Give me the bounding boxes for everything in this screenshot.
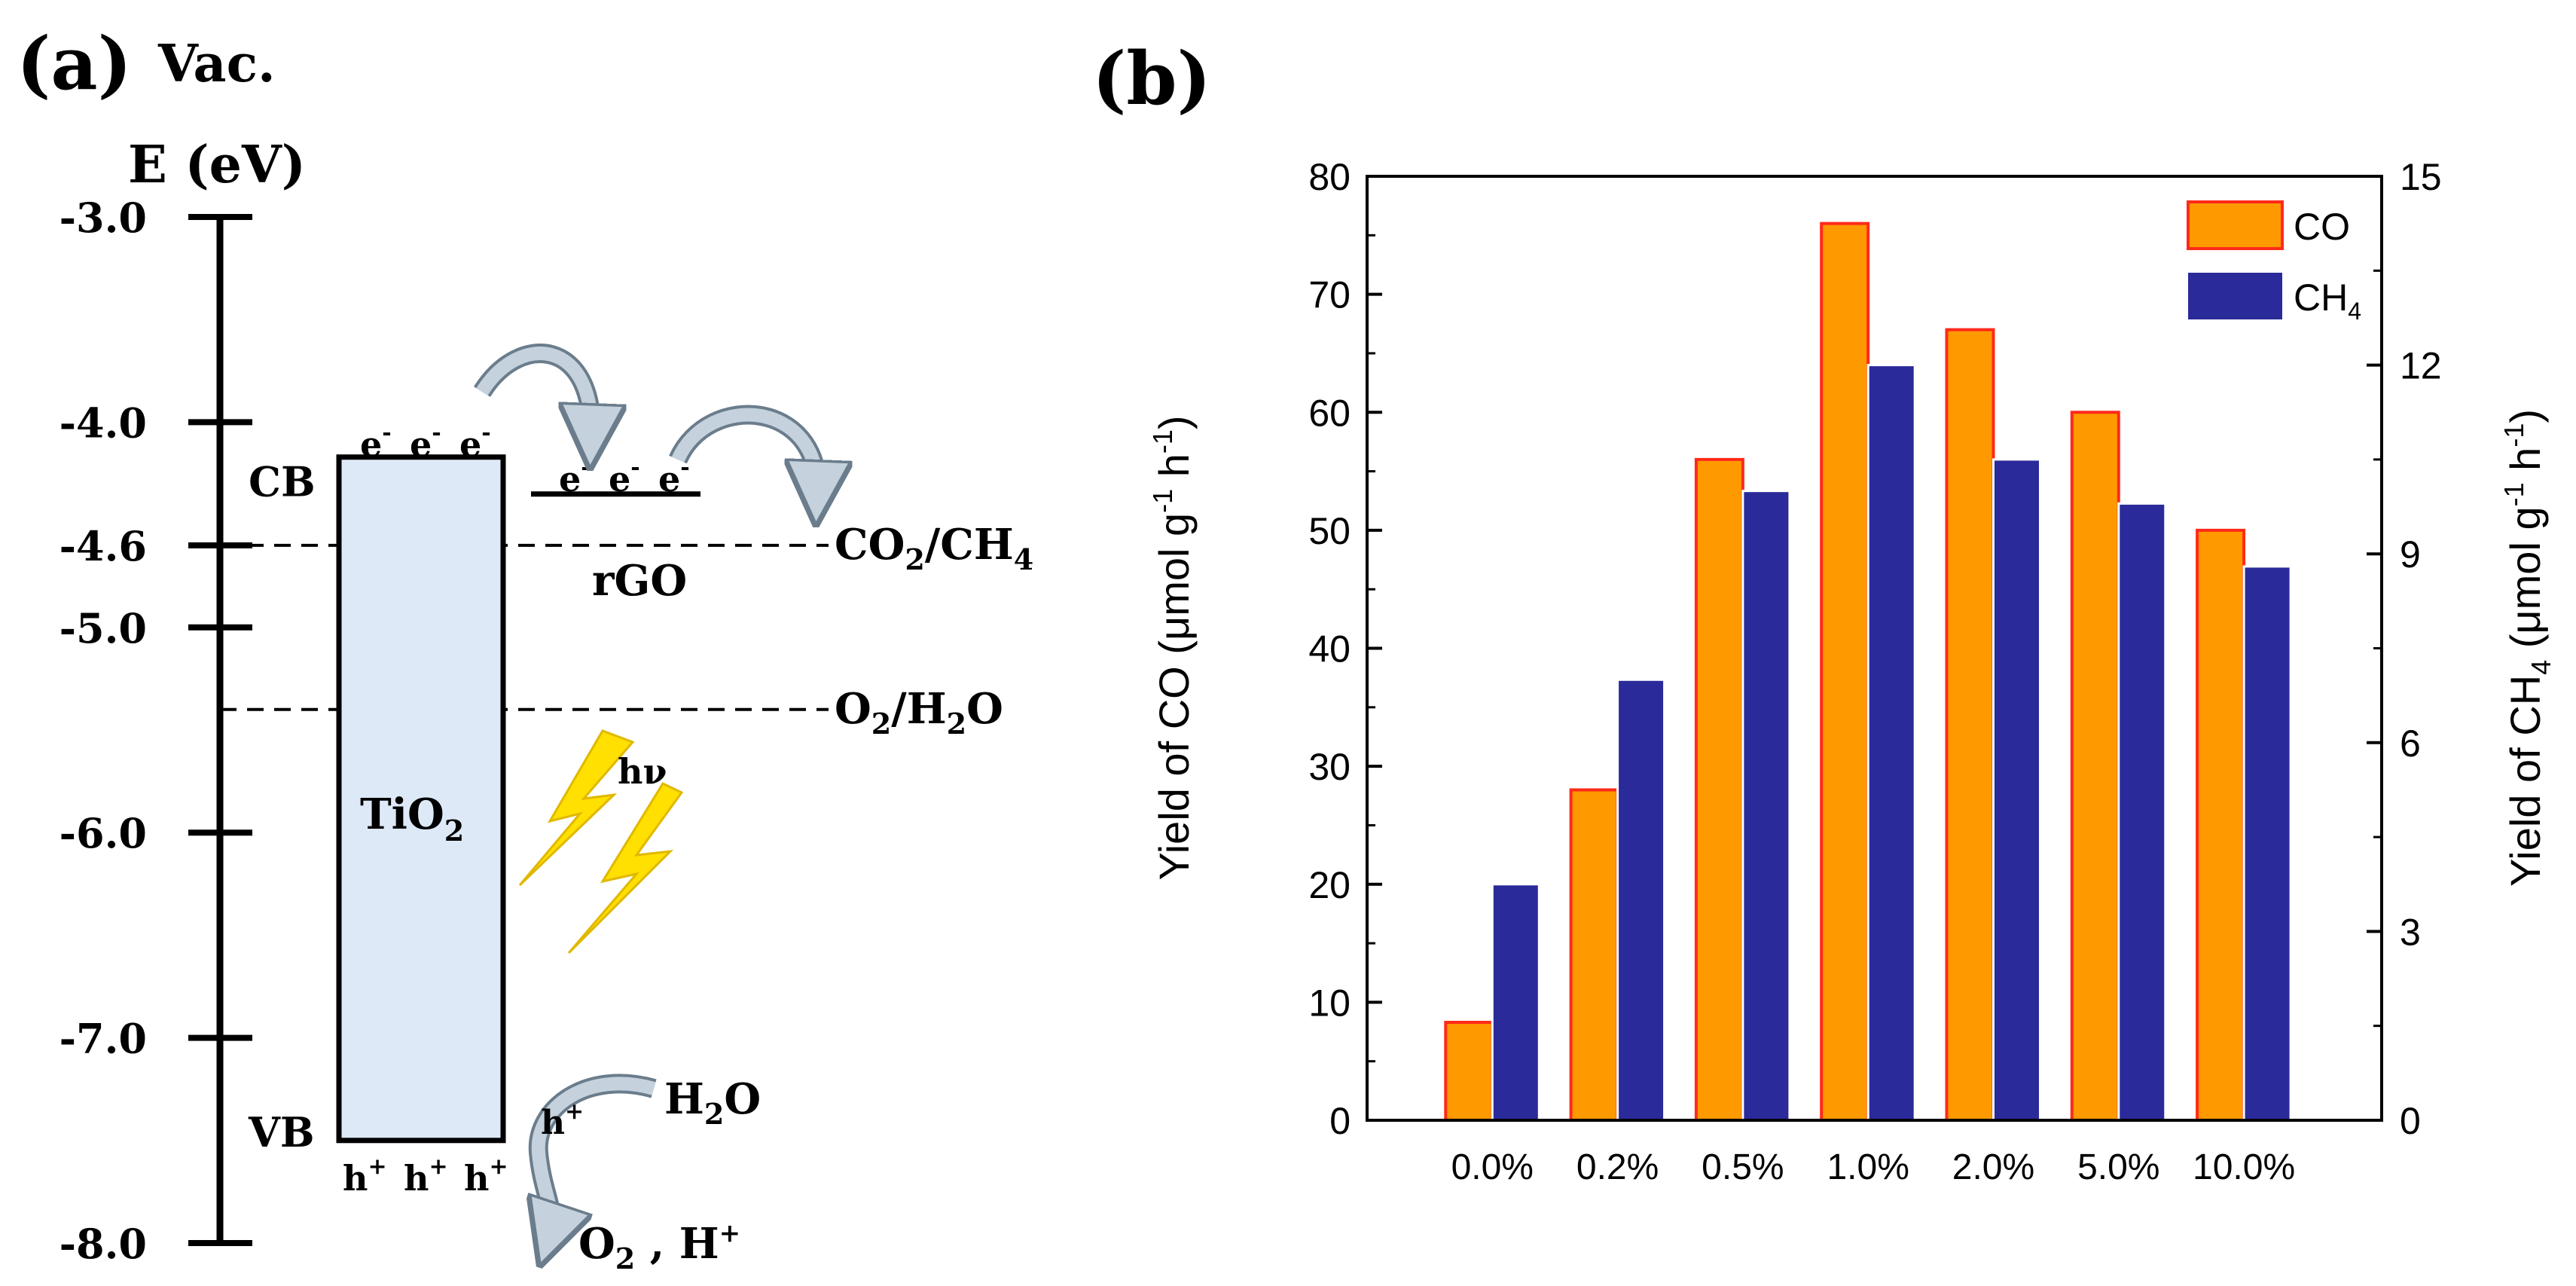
electron-1: e- xyxy=(360,420,392,465)
products-label: O2 , H+ xyxy=(578,1218,740,1275)
left-tick-label: 70 xyxy=(1308,274,1351,316)
co2-ch4-label: CO2/CH4 xyxy=(835,520,1033,576)
bar-ch4-2 xyxy=(1741,490,1791,1122)
left-tick-label: 80 xyxy=(1308,156,1351,198)
energy-axis-ticks: -3.0 -4.0 -4.6 -5.0 -6.0 -7.0 -8.0 xyxy=(60,194,252,1268)
x-axis-ticks: 0.0% 0.2% 0.5% 1.0% 2.0% 5.0% 10.0% xyxy=(1451,1147,2296,1187)
hole-2: h+ xyxy=(404,1153,448,1199)
bar-ch4-1 xyxy=(1616,678,1666,1122)
bar-co-0 xyxy=(1444,1021,1494,1122)
left-y-axis-ticks: 0 10 20 30 40 50 60 70 80 xyxy=(1308,156,1382,1142)
right-tick-label: 15 xyxy=(2400,156,2442,198)
legend-label-co: CO xyxy=(2294,206,2350,248)
bar-co-4 xyxy=(1945,328,1995,1122)
bar-co-3 xyxy=(1820,221,1870,1122)
hv-label: hν xyxy=(618,751,667,792)
bar-series-group xyxy=(1444,221,2292,1122)
bar-co-6 xyxy=(2196,528,2246,1122)
bar-co-1 xyxy=(1569,788,1619,1122)
h2o-label: H2O xyxy=(664,1074,761,1131)
panel-b-label: (b) xyxy=(1092,36,1211,121)
x-tick-label: 2.0% xyxy=(1952,1147,2034,1187)
x-tick-label: 0.5% xyxy=(1702,1147,1784,1187)
x-tick-label: 1.0% xyxy=(1827,1147,1909,1187)
electron-2: e- xyxy=(410,420,441,465)
bar-co-5 xyxy=(2070,411,2120,1122)
bar-ch4-6 xyxy=(2242,565,2292,1122)
legend-swatch-co xyxy=(2187,200,2284,250)
left-tick-label: 10 xyxy=(1308,982,1351,1024)
right-tick-label: 9 xyxy=(2400,533,2421,576)
left-tick-label: 60 xyxy=(1308,392,1351,434)
electron-3: e- xyxy=(459,420,491,465)
left-tick-label: 50 xyxy=(1308,510,1351,552)
vb-label: VB xyxy=(248,1108,315,1156)
panel-a-label: (a) xyxy=(17,21,132,106)
energy-tick-label: -8.0 xyxy=(60,1220,147,1268)
x-tick-label: 0.2% xyxy=(1576,1147,1659,1187)
right-tick-label: 12 xyxy=(2400,345,2442,387)
tio2-to-rgo-arrow xyxy=(476,347,591,437)
bar-ch4-0 xyxy=(1491,883,1540,1122)
tio2-label: TiO2 xyxy=(360,790,464,848)
hole-transfer-label: h+ xyxy=(541,1098,584,1142)
tio2-electrons: e- e- e- xyxy=(360,420,491,465)
left-tick-label: 0 xyxy=(1329,1100,1351,1142)
axis-title-vac: Vac. xyxy=(157,34,276,94)
right-tick-label: 6 xyxy=(2400,722,2421,765)
rgo-to-co2-arrow xyxy=(671,408,817,493)
x-tick-label: 0.0% xyxy=(1451,1147,1534,1187)
bar-co-2 xyxy=(1694,457,1744,1122)
legend-label-ch4: CH4 xyxy=(2294,276,2361,325)
hole-1: h+ xyxy=(343,1153,387,1199)
legend: CO CH4 xyxy=(2187,200,2361,325)
energy-tick-label: -7.0 xyxy=(60,1015,147,1063)
left-tick-label: 20 xyxy=(1308,864,1351,906)
panel-a-band-diagram: (a) Vac. E (eV) -3.0 -4.0 -4.6 -5.0 -6.0 -7.0… xyxy=(17,21,1033,1275)
bar-ch4-4 xyxy=(1992,458,2041,1122)
energy-tick-label: -5.0 xyxy=(60,604,147,652)
rgo-label: rGO xyxy=(592,556,687,606)
tio2-holes: h+ h+ h+ xyxy=(343,1153,508,1199)
tio2-band-box xyxy=(336,454,506,1144)
x-tick-label: 5.0% xyxy=(2077,1147,2159,1187)
o2-h2o-label: O2/H2O xyxy=(835,684,1003,741)
left-tick-label: 40 xyxy=(1308,628,1351,670)
lightning-bolt-icon-2 xyxy=(567,782,684,955)
axis-title-energy: E (eV) xyxy=(128,135,306,195)
left-y-axis-title: Yield of CO (μmol g-1 h-1) xyxy=(1147,415,1198,880)
legend-swatch-ch4 xyxy=(2188,273,2282,319)
bar-ch4-3 xyxy=(1866,364,1916,1122)
cb-label: CB xyxy=(249,458,316,506)
energy-tick-label: -3.0 xyxy=(60,194,147,242)
energy-tick-label: -6.0 xyxy=(60,809,147,857)
energy-tick-label: -4.0 xyxy=(60,399,147,447)
right-tick-label: 3 xyxy=(2400,911,2421,953)
right-y-axis-title: Yield of CH4 (μmol g-1 h-1) xyxy=(2498,409,2556,887)
right-tick-label: 0 xyxy=(2400,1100,2421,1142)
x-tick-label: 10.0% xyxy=(2193,1147,2295,1187)
rgo-electrons: e- e- e- xyxy=(559,454,690,499)
right-y-axis-ticks: 0 3 6 9 12 15 xyxy=(2367,156,2442,1142)
hole-3: h+ xyxy=(464,1153,508,1199)
water-oxidation-arrow xyxy=(539,1077,656,1236)
energy-tick-label: -4.6 xyxy=(60,522,147,570)
left-tick-label: 30 xyxy=(1308,746,1351,788)
bar-ch4-5 xyxy=(2117,502,2167,1122)
lightning-bolt-icon-1 xyxy=(518,729,635,887)
